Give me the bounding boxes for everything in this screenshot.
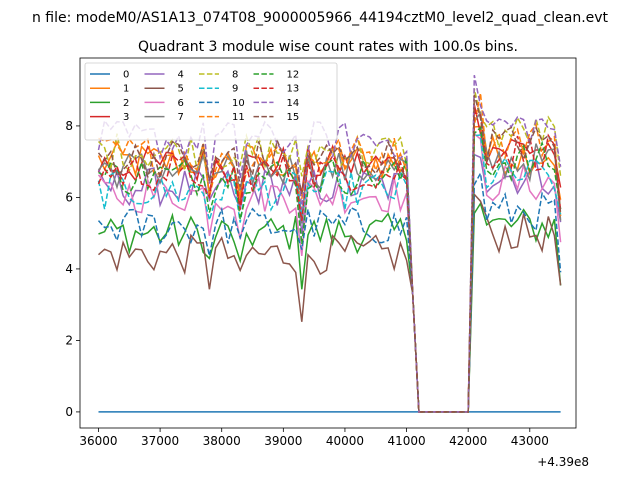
series-line-5 <box>97 192 562 413</box>
series-line-15 <box>97 94 562 413</box>
y-tick-label: 2 <box>65 333 73 347</box>
legend-label-7: 7 <box>178 112 184 123</box>
legend-label-0: 0 <box>123 70 129 81</box>
axis-ticks: 36000 37000 38000 39000 40000 41000 42000 43000… <box>65 119 549 448</box>
x-offset-label: +4.39e8 <box>537 455 589 469</box>
series-line-7 <box>97 110 562 413</box>
series-line-14 <box>97 75 562 413</box>
legend-label-2: 2 <box>123 98 129 109</box>
x-tick-label: 42000 <box>449 434 487 448</box>
legend-label-15: 15 <box>287 112 300 123</box>
y-tick-label: 0 <box>65 405 73 419</box>
series-line-12 <box>98 126 562 413</box>
x-tick-label: 39000 <box>264 434 302 448</box>
legend-label-13: 13 <box>287 84 300 95</box>
legend-label-6: 6 <box>178 98 184 109</box>
legend-label-5: 5 <box>178 84 184 95</box>
legend-label-4: 4 <box>178 70 184 81</box>
legend-label-12: 12 <box>287 70 300 81</box>
x-tick-label: 36000 <box>79 434 117 448</box>
legend-label-11: 11 <box>232 112 245 123</box>
figure-suptitle: n file: modeM0/AS1A13_074T08_9000005966_… <box>32 10 609 26</box>
series-line-11 <box>98 92 562 413</box>
legend-label-8: 8 <box>232 70 238 81</box>
legend-label-14: 14 <box>287 98 300 109</box>
x-tick-label: 37000 <box>141 434 179 448</box>
series-line-10 <box>97 170 562 413</box>
series-line-2 <box>98 201 562 413</box>
x-tick-label: 40000 <box>326 434 364 448</box>
y-tick-label: 8 <box>65 119 73 133</box>
y-tick-label: 4 <box>65 262 73 276</box>
legend-label-1: 1 <box>123 84 129 95</box>
axes-frame <box>79 57 577 429</box>
legend-label-9: 9 <box>232 84 238 95</box>
x-tick-label: 38000 <box>203 434 241 448</box>
series-line-6 <box>97 132 562 413</box>
legend-box <box>84 62 338 141</box>
legend-label-3: 3 <box>123 112 129 123</box>
x-tick-label: 43000 <box>511 434 549 448</box>
legend-label-10: 10 <box>232 98 245 109</box>
x-tick-label: 41000 <box>387 434 425 448</box>
y-tick-label: 6 <box>65 190 73 204</box>
series-line-9 <box>97 134 562 413</box>
chart-title: Quadrant 3 module wise count rates with … <box>138 39 518 55</box>
plot-series-group <box>97 75 562 413</box>
